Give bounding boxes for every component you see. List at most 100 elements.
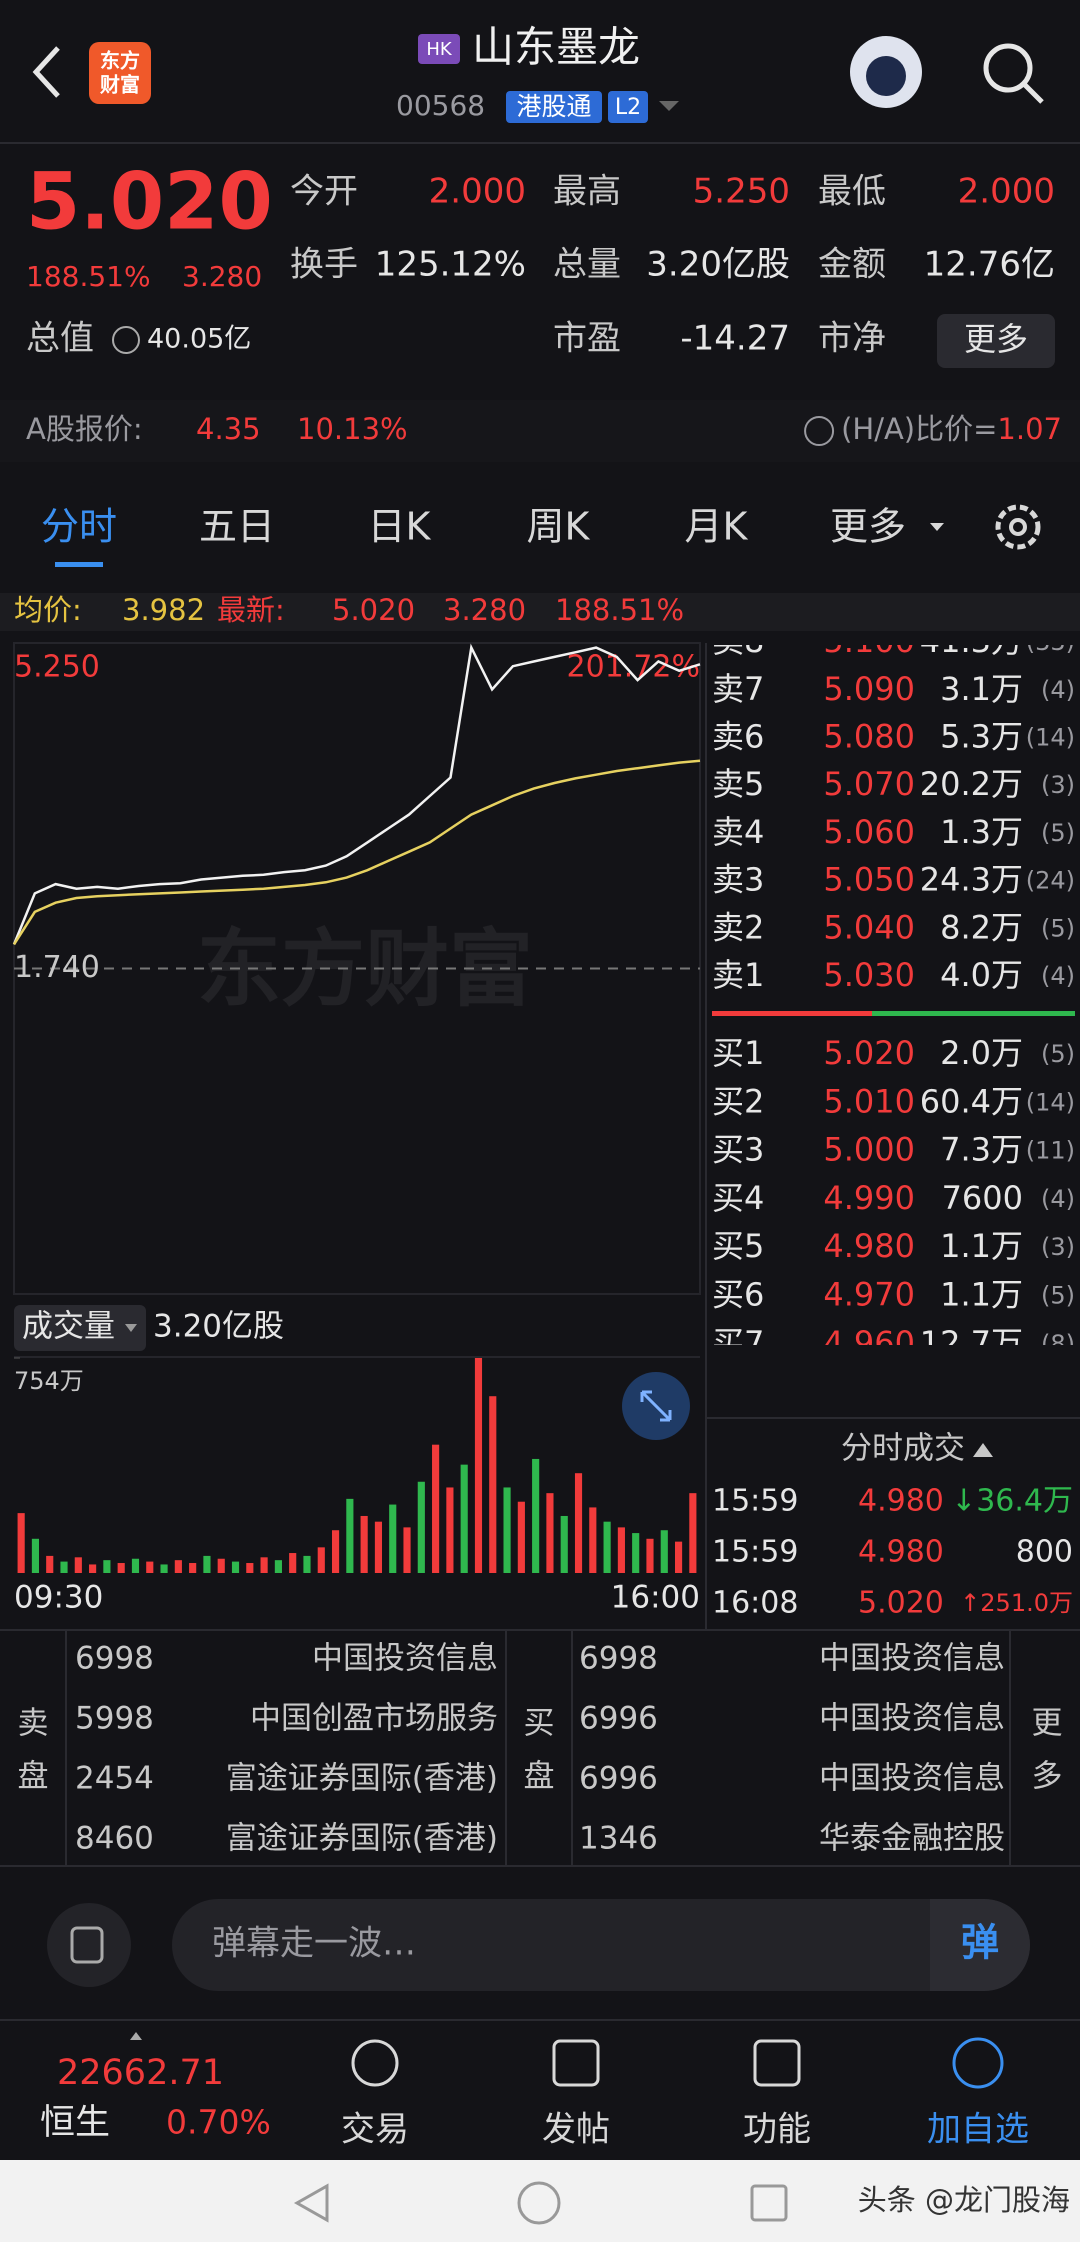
ratio-label: (H/A)比价= (841, 412, 997, 446)
volume-selector[interactable] (14, 1305, 146, 1351)
bid-ask-bar-red (712, 1011, 872, 1016)
nav-icon (351, 2039, 399, 2087)
tab[interactable]: 更多 (830, 505, 906, 549)
volume-bar (574, 1473, 583, 1573)
settings-icon[interactable] (995, 504, 1041, 550)
nav-item[interactable]: 功能 (743, 2110, 811, 2150)
order-book-text: 5.000 (823, 1131, 915, 1169)
index-arrow (130, 2032, 142, 2040)
queue-label: 盘 (18, 1759, 49, 1795)
trade-price: 4.980 (858, 1535, 944, 1570)
a-share-band (0, 400, 1080, 462)
order-book-text: 卖4 (712, 813, 764, 851)
sys-back[interactable] (293, 2183, 329, 2223)
field-label: 今开 (290, 172, 358, 212)
volume-bar (74, 1557, 82, 1573)
volume-bar (146, 1561, 154, 1573)
comment-icon-glyph (70, 1926, 104, 1964)
search-icon[interactable] (983, 43, 1033, 93)
nav-icon (753, 2039, 801, 2087)
field-value: 2.000 (429, 172, 526, 212)
order-book-text: 3.1万 (940, 670, 1023, 708)
a-share-label: A股报价: (26, 412, 143, 446)
connect-badge (506, 91, 602, 123)
help-icon[interactable] (804, 416, 835, 446)
tab[interactable]: 月K (685, 505, 749, 549)
order-book-text: 2.0万 (940, 1034, 1023, 1072)
order-book-text: (4) (1041, 676, 1075, 704)
y-tick-label: 1.740 (14, 950, 100, 985)
volume-bar (432, 1444, 440, 1573)
volume-bar (246, 1563, 254, 1573)
tab[interactable]: 分时 (41, 505, 117, 549)
order-book-text: (11) (1026, 1137, 1075, 1165)
tab[interactable]: 日K (368, 505, 432, 549)
price-line (12, 643, 701, 945)
more-button-text: 更多 (964, 320, 1028, 358)
field-value: 125.12% (375, 245, 526, 285)
volume-bar (317, 1547, 325, 1573)
connect-text: 港股通 (516, 92, 591, 121)
nav-item[interactable]: 加自选 (927, 2110, 1029, 2150)
change: 3.280 (182, 260, 262, 293)
trade-time: 15:59 (712, 1484, 798, 1519)
field-label: 最高 (553, 172, 621, 212)
queue-label: 卖 (18, 1706, 49, 1742)
nav-item[interactable]: 发帖 (542, 2110, 610, 2150)
field-value: 5.250 (693, 172, 790, 212)
order-book-text: 5.080 (823, 718, 915, 756)
order-book-text: 卖7 (712, 670, 764, 708)
field-label: 市净 (818, 319, 886, 359)
expand-icon (640, 1390, 672, 1422)
order-book-text: (4) (1041, 962, 1075, 990)
volume-dropdown (125, 1324, 137, 1332)
back-button[interactable] (32, 46, 60, 98)
volume-bar (589, 1507, 597, 1573)
field-value: 40.05亿 (147, 324, 251, 355)
system-nav (0, 2160, 1080, 2242)
order-book-text: 1.1万 (940, 1227, 1023, 1265)
broker-code: 1346 (579, 1821, 658, 1857)
tab[interactable]: 周K (527, 505, 591, 549)
nav-icon (952, 2037, 1004, 2089)
order-book-text: (14) (1026, 724, 1075, 752)
trade-price: 4.980 (858, 1484, 944, 1519)
order-book-text: 5.090 (823, 670, 915, 708)
info-text: 最新: (217, 593, 285, 627)
volume-bar (489, 1396, 497, 1573)
settings-core (1009, 518, 1027, 536)
field-label: 总量 (553, 245, 621, 285)
volume-bar (674, 1541, 683, 1573)
broker-code: 5998 (75, 1701, 154, 1737)
logo-text: 东方 (100, 49, 140, 73)
broker-name: 中国投资信息 (312, 1641, 498, 1677)
order-book-text: 5.100 (823, 622, 915, 660)
tab-more-arrow (930, 523, 944, 531)
sys-home[interactable] (517, 2181, 561, 2225)
dropdown-icon (659, 101, 679, 111)
nav-item[interactable]: 交易 (341, 2110, 409, 2150)
info-text: 均价: (14, 593, 82, 627)
volume-bar (617, 1527, 625, 1573)
comment-input[interactable] (172, 1899, 1030, 1991)
sys-recent[interactable] (750, 2184, 788, 2222)
field-value: 3.20亿股 (646, 245, 790, 285)
order-book-text: 1.1万 (940, 1276, 1023, 1314)
a-share-price: 4.35 (196, 412, 261, 446)
index-change: 0.70% (166, 2103, 271, 2142)
more-link[interactable]: 多 (1032, 1759, 1063, 1795)
more-button[interactable] (937, 314, 1055, 368)
volume-bar (289, 1553, 297, 1573)
level-badge (608, 91, 648, 123)
comment-send-bg[interactable] (930, 1899, 1030, 1991)
volume-bar (389, 1504, 397, 1573)
broker-name: 中国投资信息 (819, 1641, 1005, 1677)
tab[interactable]: 五日 (199, 505, 275, 549)
a-share-pct: 10.13% (297, 412, 408, 446)
volume-bar (17, 1513, 25, 1573)
comment-icon[interactable] (47, 1903, 131, 1987)
more-link[interactable]: 更 (1032, 1706, 1063, 1742)
volume-bar (346, 1498, 354, 1573)
field-label: 换手 (290, 245, 358, 285)
